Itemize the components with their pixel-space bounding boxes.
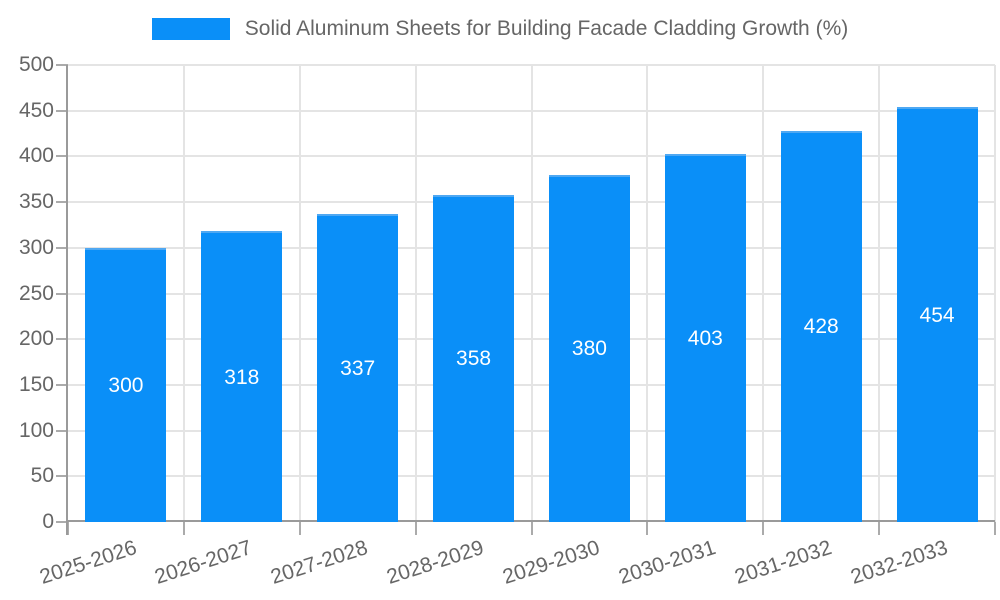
v-gridline xyxy=(762,65,765,522)
y-tick-label: 50 xyxy=(30,464,54,488)
v-gridline xyxy=(878,65,881,522)
y-tick-label: 450 xyxy=(18,98,54,122)
y-tick xyxy=(56,429,68,432)
bar[interactable]: 454 xyxy=(896,107,978,522)
y-tick-label: 100 xyxy=(18,418,54,442)
bar[interactable]: 358 xyxy=(433,194,515,522)
x-axis-line xyxy=(68,520,995,522)
y-tick xyxy=(56,109,68,112)
v-gridline xyxy=(530,65,533,522)
x-tick xyxy=(298,522,301,535)
x-tick-label: 2029-2030 xyxy=(499,536,603,589)
y-tick-label: 200 xyxy=(18,327,54,351)
legend-item[interactable]: Solid Aluminum Sheets for Building Facad… xyxy=(0,17,1000,41)
bar[interactable]: 403 xyxy=(664,153,746,522)
y-tick xyxy=(56,383,68,386)
bar[interactable]: 380 xyxy=(548,174,630,522)
y-tick xyxy=(56,521,68,523)
legend-label: Solid Aluminum Sheets for Building Facad… xyxy=(244,17,849,40)
y-tick xyxy=(56,64,68,66)
bar-value-label: 300 xyxy=(108,373,144,397)
x-tick xyxy=(762,522,765,535)
v-gridline xyxy=(414,65,417,522)
x-tick-label: 2027-2028 xyxy=(268,536,371,589)
v-gridline xyxy=(994,65,996,522)
x-tick xyxy=(878,522,881,535)
bar-value-label: 403 xyxy=(687,326,723,350)
y-tick xyxy=(56,338,68,341)
y-tick-label: 350 xyxy=(18,190,54,214)
bar[interactable]: 428 xyxy=(780,130,862,522)
v-gridline xyxy=(646,65,649,522)
x-tick-label: 2026-2027 xyxy=(152,536,255,589)
x-tick xyxy=(994,522,996,535)
legend-swatch xyxy=(151,18,230,40)
y-axis-line xyxy=(66,65,68,535)
x-tick-label: 2025-2026 xyxy=(36,536,140,589)
y-tick-label: 400 xyxy=(18,144,54,168)
x-tick-label: 2028-2029 xyxy=(384,536,487,589)
y-tick xyxy=(56,475,68,478)
x-tick xyxy=(414,522,417,535)
y-tick xyxy=(56,292,68,295)
y-tick-label: 0 xyxy=(42,510,54,533)
y-tick xyxy=(56,246,68,249)
v-gridline xyxy=(298,65,301,522)
x-tick xyxy=(530,522,533,535)
y-tick-label: 250 xyxy=(18,281,54,305)
bar-value-label: 358 xyxy=(456,347,492,371)
bar-value-label: 380 xyxy=(571,337,607,361)
bar[interactable]: 318 xyxy=(201,231,283,522)
bar-value-label: 337 xyxy=(340,356,376,380)
x-tick xyxy=(646,522,649,535)
bar-value-label: 454 xyxy=(919,303,955,327)
x-tick-label: 2030-2031 xyxy=(615,536,719,589)
x-tick xyxy=(182,522,185,535)
v-gridline xyxy=(182,65,185,522)
y-tick xyxy=(56,155,68,158)
x-tick-label: 2032-2033 xyxy=(847,536,951,589)
y-tick-label: 500 xyxy=(18,53,54,76)
y-tick-label: 150 xyxy=(18,372,54,396)
x-tick xyxy=(67,522,69,535)
bar-value-label: 318 xyxy=(224,365,260,389)
bar[interactable]: 337 xyxy=(317,213,399,522)
bar-value-label: 428 xyxy=(803,315,839,339)
bar[interactable]: 300 xyxy=(85,247,167,522)
y-tick xyxy=(56,201,68,204)
y-tick-label: 300 xyxy=(18,235,54,259)
x-tick-label: 2031-2032 xyxy=(731,536,835,589)
